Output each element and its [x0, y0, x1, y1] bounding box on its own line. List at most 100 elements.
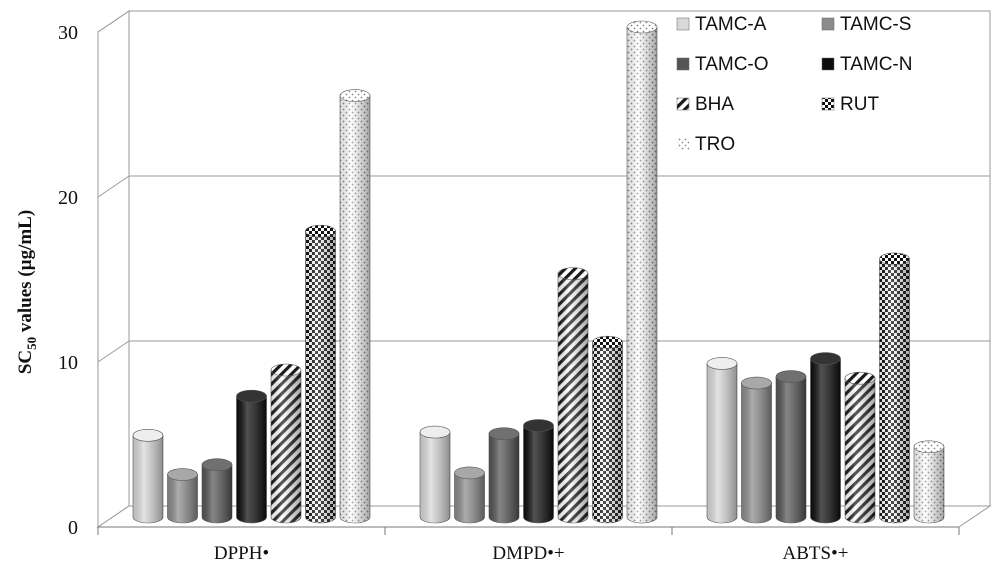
bar-top	[913, 440, 945, 454]
legend-label: TAMC-N	[840, 54, 912, 75]
bar-top	[339, 89, 371, 102]
bar-shading	[627, 27, 657, 523]
y-tick-label: 20	[58, 187, 78, 209]
bar	[741, 376, 772, 524]
bar	[810, 352, 841, 524]
legend-item: TAMC-O	[676, 54, 769, 75]
gridline-side	[97, 175, 130, 198]
legend-swatch	[676, 97, 690, 111]
bar	[488, 427, 520, 524]
bar	[132, 429, 164, 524]
bar	[775, 370, 807, 524]
bar	[167, 468, 198, 524]
bar-shading	[236, 396, 267, 523]
x-category-label: DPPH•	[214, 543, 269, 564]
bar	[270, 363, 302, 524]
legend-item: BHA	[676, 94, 734, 115]
legend-swatch	[677, 138, 689, 150]
legend-label: BHA	[695, 94, 734, 115]
bar	[523, 419, 554, 524]
x-axis-categories: DPPH• DMPD•+ ABTS•+	[97, 527, 960, 564]
bar-top	[592, 335, 623, 349]
bar-top	[488, 427, 520, 441]
bar-shading	[558, 273, 588, 523]
bar-top	[879, 252, 910, 266]
gridlines	[97, 10, 990, 363]
legend-item: TAMC-N	[821, 54, 912, 75]
bar-top	[236, 389, 267, 403]
bar-shading	[454, 472, 485, 523]
bars	[132, 20, 945, 524]
bar	[454, 466, 485, 524]
bar-shading	[845, 378, 875, 523]
legend-item: TAMC-A	[676, 14, 767, 35]
bar-shading	[810, 358, 841, 523]
gridline-side	[97, 340, 130, 363]
bar	[339, 89, 371, 524]
bar-top	[810, 352, 841, 365]
bar-top	[270, 363, 302, 377]
bar-shading	[167, 474, 198, 523]
bar	[913, 440, 945, 524]
bar	[557, 267, 589, 524]
bar-top	[167, 468, 198, 481]
bar	[305, 224, 336, 524]
bar	[706, 357, 738, 524]
bar-top	[741, 376, 772, 390]
bar-shading	[489, 433, 519, 523]
bar-shading	[707, 363, 737, 523]
legend-label: TRO	[695, 134, 735, 155]
legend-item: RUT	[821, 94, 879, 115]
bar-shading	[202, 464, 232, 523]
bar-shading	[340, 95, 370, 523]
x-category-label: ABTS•+	[783, 543, 849, 564]
bar	[844, 371, 876, 524]
bar-shading	[133, 435, 163, 523]
bar-top	[305, 224, 336, 238]
legend: TAMC-A TAMC-S TAMC-O TAMC-N BHA RUT TRO	[676, 14, 912, 155]
legend-label: TAMC-O	[695, 54, 769, 75]
bar-shading	[592, 342, 623, 523]
legend-label: RUT	[840, 94, 879, 115]
bar-shading	[271, 370, 301, 523]
legend-item: TRO	[677, 134, 735, 155]
bar-top	[775, 370, 807, 383]
y-tick-label: 10	[58, 352, 78, 374]
bar-top	[626, 20, 658, 34]
legend-swatch	[676, 57, 690, 71]
bar-top	[132, 429, 164, 442]
bar-top	[454, 466, 485, 480]
legend-swatch	[821, 57, 835, 71]
bar-shading	[879, 258, 910, 523]
bar-top	[419, 425, 451, 439]
bar-shading	[523, 425, 554, 523]
legend-label: TAMC-A	[695, 14, 767, 35]
legend-label: TAMC-S	[840, 14, 911, 35]
bar-top	[523, 419, 554, 432]
bar	[879, 252, 910, 524]
left-wall	[97, 10, 130, 528]
bar-shading	[305, 231, 336, 523]
bar	[201, 458, 233, 524]
legend-swatch	[821, 17, 835, 31]
x-category-label: DMPD•+	[492, 543, 564, 564]
bar-shading	[776, 376, 806, 523]
bar	[419, 425, 451, 524]
bar-top	[201, 458, 233, 472]
legend-swatch	[676, 17, 690, 31]
bar-top	[557, 267, 589, 280]
bar-shading	[914, 446, 944, 523]
legend-swatch	[821, 97, 835, 111]
y-tick-label: 30	[58, 22, 78, 44]
bar-shading	[420, 432, 450, 523]
y-tick-label: 0	[68, 517, 78, 539]
y-axis-label: SC50 values (µg/mL)	[15, 210, 39, 374]
bar-top	[706, 357, 738, 370]
bar	[592, 335, 623, 524]
y-axis-ticks: 0 10 20 30	[58, 22, 78, 539]
bar-shading	[741, 383, 772, 523]
bar	[236, 389, 267, 524]
gridline-side	[97, 10, 130, 33]
bar-top	[844, 371, 876, 385]
